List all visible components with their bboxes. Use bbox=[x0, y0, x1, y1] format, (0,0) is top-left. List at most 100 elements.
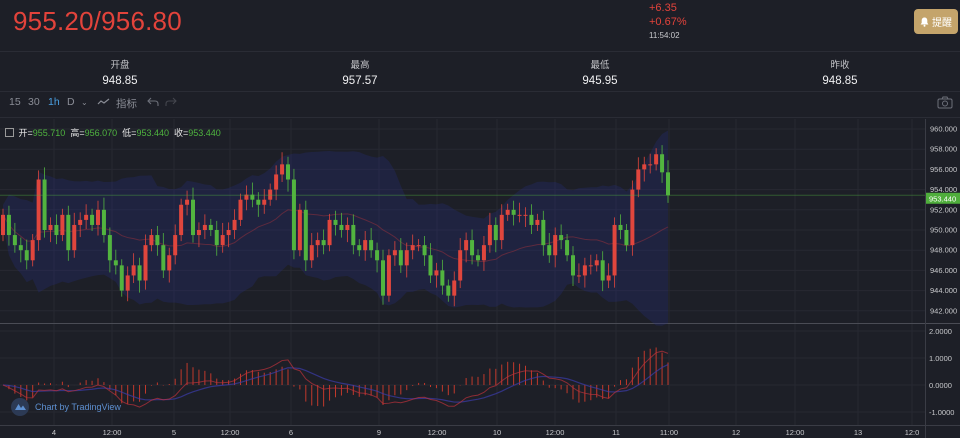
candle-body bbox=[369, 240, 374, 251]
macd-tick: 2.0000 bbox=[929, 327, 952, 336]
candle-body bbox=[244, 194, 249, 200]
candle-body bbox=[327, 219, 332, 246]
macd-line bbox=[2, 350, 669, 408]
candle-body bbox=[588, 265, 593, 267]
camera-icon[interactable] bbox=[937, 96, 953, 112]
candle-body bbox=[196, 230, 201, 236]
candle-body bbox=[66, 214, 71, 251]
candle-body bbox=[487, 224, 492, 246]
macd-signal-line bbox=[2, 364, 669, 403]
time-tick: 11 bbox=[612, 428, 620, 437]
interval-d[interactable]: D bbox=[67, 96, 75, 108]
divider bbox=[0, 51, 960, 52]
time-tick: 12:00 bbox=[103, 428, 122, 437]
candle-body bbox=[149, 235, 154, 246]
macd-tick: -1.0000 bbox=[929, 408, 954, 417]
low-label: 低= bbox=[122, 128, 137, 138]
candle-body bbox=[155, 235, 160, 246]
candle-body bbox=[333, 219, 338, 225]
candle-body bbox=[256, 199, 261, 205]
candle-body bbox=[179, 204, 184, 236]
candle-body bbox=[381, 260, 385, 296]
interval-30[interactable]: 30 bbox=[28, 96, 40, 108]
candle-body bbox=[594, 260, 599, 266]
close-value: 953.440 bbox=[188, 128, 221, 138]
interval-1h[interactable]: 1h bbox=[48, 96, 60, 108]
time-tick: 12:00 bbox=[546, 428, 565, 437]
candle-body bbox=[481, 245, 486, 261]
time-tick: 11:00 bbox=[660, 428, 678, 437]
candle-body bbox=[428, 255, 433, 276]
candle-body bbox=[96, 209, 100, 225]
change-value: +6.35 bbox=[649, 2, 677, 14]
candle-body bbox=[36, 179, 41, 241]
high-label: 高= bbox=[70, 128, 85, 138]
divider bbox=[0, 117, 960, 118]
candle-body bbox=[422, 245, 427, 256]
candle-body bbox=[392, 250, 397, 256]
price-chart[interactable]: 960.000958.000956.000954.000952.000950.0… bbox=[0, 119, 960, 438]
time-tick: 9 bbox=[377, 428, 381, 437]
candle-body bbox=[208, 224, 213, 230]
time-tick: 12:00 bbox=[786, 428, 805, 437]
price-tick: 956.000 bbox=[930, 165, 957, 174]
divider bbox=[0, 91, 960, 92]
candle-body bbox=[90, 214, 95, 225]
candle-body bbox=[606, 275, 611, 281]
candle-body bbox=[571, 255, 575, 276]
candle-body bbox=[576, 275, 581, 277]
stat-value: 948.85 bbox=[822, 75, 858, 87]
candle-body bbox=[84, 214, 89, 220]
candle-body bbox=[202, 224, 207, 230]
redo-icon[interactable] bbox=[165, 96, 177, 111]
tradingview-attribution[interactable]: Chart by TradingView bbox=[11, 398, 121, 416]
candle-body bbox=[274, 174, 279, 190]
candle-body bbox=[42, 179, 47, 230]
candle-body bbox=[416, 245, 421, 247]
candle-body bbox=[101, 209, 106, 236]
time-tick: 13 bbox=[854, 428, 862, 437]
candle-body bbox=[309, 245, 314, 261]
price-tick: 960.000 bbox=[930, 125, 957, 134]
candle-body bbox=[470, 240, 475, 256]
candle-body bbox=[131, 265, 136, 276]
candle-body bbox=[499, 214, 504, 241]
candle-body bbox=[636, 169, 641, 190]
price-tick: 954.000 bbox=[930, 185, 957, 194]
candle-body bbox=[446, 285, 451, 296]
undo-icon[interactable] bbox=[147, 96, 159, 111]
price-tick: 946.000 bbox=[930, 266, 957, 275]
bid-ask-price: 955.20/956.80 bbox=[13, 6, 182, 36]
candle-body bbox=[345, 224, 350, 230]
stat-label: 最低 bbox=[590, 60, 610, 71]
candle-body bbox=[523, 214, 528, 216]
candle-body bbox=[321, 240, 326, 246]
candle-body bbox=[476, 255, 480, 261]
candle-body bbox=[339, 224, 344, 230]
price-tick: 948.000 bbox=[930, 246, 957, 255]
candle-body bbox=[220, 235, 225, 246]
alert-button[interactable]: 提醒 bbox=[914, 9, 958, 34]
candle-body bbox=[363, 240, 368, 251]
candle-body bbox=[565, 240, 570, 256]
tradingview-label: Chart by TradingView bbox=[35, 402, 121, 412]
open-value: 955.710 bbox=[32, 128, 66, 138]
candle-body bbox=[630, 189, 635, 246]
time-tick: 10 bbox=[493, 428, 501, 437]
candle-body bbox=[375, 250, 380, 261]
candle-body bbox=[559, 235, 564, 241]
candle-body bbox=[612, 224, 617, 276]
alert-label: 提醒 bbox=[932, 18, 952, 29]
candle-body bbox=[268, 189, 273, 200]
macd-tick: 1.0000 bbox=[929, 354, 952, 363]
candle-body bbox=[660, 154, 665, 173]
time-tick: 5 bbox=[172, 428, 176, 437]
interval-15[interactable]: 15 bbox=[9, 96, 21, 108]
indicators-button[interactable]: 指标 bbox=[116, 98, 137, 110]
price-tick: 958.000 bbox=[930, 145, 957, 154]
chevron-down-icon[interactable]: ⌄ bbox=[81, 98, 88, 107]
indicators-icon[interactable] bbox=[97, 96, 111, 111]
last-price-label: 953.440 bbox=[929, 194, 956, 203]
candle-body bbox=[214, 230, 219, 246]
candle-body bbox=[226, 230, 231, 236]
